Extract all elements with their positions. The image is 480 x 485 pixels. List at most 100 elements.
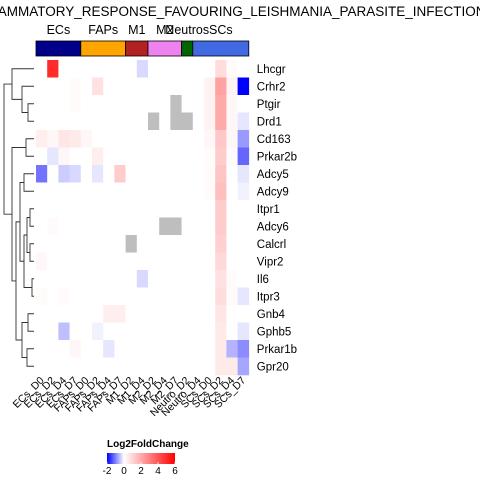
heatmap-cell [114,60,126,78]
heatmap-cell [47,217,59,236]
heatmap-cell [114,235,126,253]
heatmap-cell [237,182,250,201]
heatmap-cell [92,60,104,78]
heatmap-cell [58,305,70,323]
heatmap-cell [226,322,238,341]
heatmap-cell [148,235,160,253]
heatmap-cell [80,252,93,271]
heatmap-cell [47,287,59,306]
dendrogram-branch [31,278,34,297]
dendrogram-branch [26,348,34,367]
heatmap-cell [47,235,59,253]
heatmap-cell [80,95,93,113]
heatmap-cell [69,200,82,218]
heatmap-cell [215,200,227,218]
row-label: Drd1 [257,116,282,128]
heatmap-cell [36,252,48,271]
heatmap-cell [58,340,70,358]
heatmap-cell [92,130,104,148]
heatmap-cell [148,147,160,166]
heatmap-cell [36,165,48,183]
heatmap-cell [92,147,104,166]
heatmap-cell [47,147,59,166]
heatmap-cell [237,340,250,358]
heatmap-cell [181,235,194,253]
heatmap-cell [92,340,104,358]
heatmap-cell [159,252,171,271]
heatmap-cell [69,60,82,78]
group-label-m2: M2 [156,23,173,37]
row-label: Gpr20 [257,361,289,373]
heatmap-cell [58,322,70,341]
heatmap-cell [114,252,126,271]
heatmap-cell [103,357,115,376]
heatmap-cell [114,77,126,96]
heatmap-cell [47,182,59,201]
heatmap-cell [226,235,238,253]
heatmap-cell [92,182,104,201]
heatmap-cell [69,322,82,341]
heatmap-cell [170,165,182,183]
heatmap-cell [114,305,126,323]
heatmap-cell [125,287,138,306]
dendrogram-branch [27,313,34,332]
heatmap-cell [215,60,227,78]
heatmap-cell [215,77,227,96]
row-label: Prkar2b [257,151,297,163]
heatmap-cell [92,252,104,271]
heatmap-cell [136,357,149,376]
heatmap-cell [204,147,216,166]
heatmap-cell [47,357,59,376]
heatmap-cell [237,95,250,113]
heatmap-cell [226,357,238,376]
heatmap-cell [148,95,160,113]
heatmap-cell [47,305,59,323]
heatmap-cell [237,287,250,306]
heatmap-cell [170,217,182,236]
heatmap-cell [114,182,126,201]
heatmap-cell [114,200,126,218]
heatmap-cell [47,322,59,341]
heatmap-cell [181,147,194,166]
heatmap-cell [204,357,216,376]
heatmap-cell [148,357,160,376]
heatmap-cell [136,305,149,323]
heatmap-cell [114,340,126,358]
heatmap-cell [204,270,216,288]
heatmap-cell [192,287,205,306]
heatmap-cell [204,200,216,218]
heatmap-cell [237,305,250,323]
heatmap-cell [226,130,238,148]
heatmap-cell [92,235,104,253]
heatmap-cell [170,95,182,113]
heatmap-cell [36,305,48,323]
heatmap-cell [36,357,48,376]
heatmap-cell [136,130,149,148]
heatmap-cell [159,235,171,253]
heatmap-cell [237,270,250,288]
row-label: Lhcgr [257,64,286,76]
dendrogram-branch [23,173,34,192]
heatmap-cell [226,252,238,271]
heatmap-cell [192,357,205,376]
heatmap-cell [36,340,48,358]
heatmap-cell [204,112,216,131]
heatmap-cell [58,200,70,218]
group-label-faps: FAPs [88,23,118,37]
heatmap-cell [47,165,59,183]
heatmap-cell [136,322,149,341]
legend-colorbar [107,453,175,464]
heatmap-cell [58,130,70,148]
heatmap-cell [69,112,82,131]
heatmap-cell [215,252,227,271]
heatmap-cell [80,235,93,253]
heatmap-cell [192,95,205,113]
heatmap-cell [192,270,205,288]
heatmap-cell [170,130,182,148]
heatmap-cell [47,270,59,288]
row-label: Gphb5 [257,326,292,338]
heatmap-cell [192,147,205,166]
heatmap-cell [226,77,238,96]
heatmap-cell [80,77,93,96]
group-label-scs: SCs [209,23,233,37]
